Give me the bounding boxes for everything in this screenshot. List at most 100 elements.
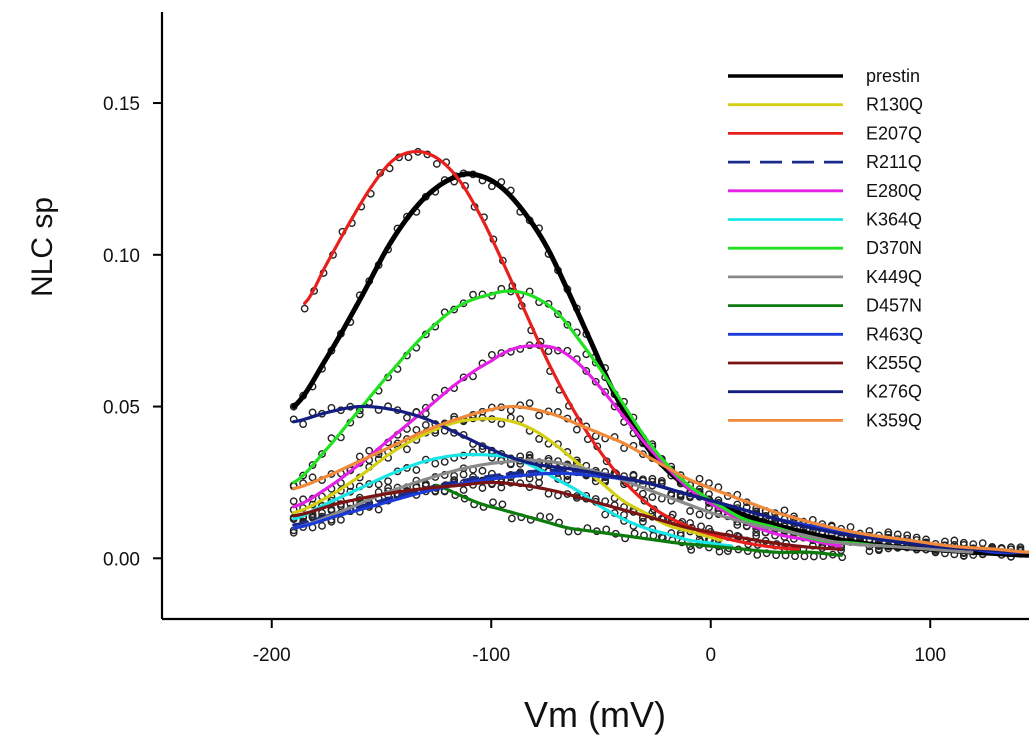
y-tick-label: 0.15 <box>103 94 140 115</box>
y-tick-label: 0.00 <box>103 549 140 570</box>
series-line-d457n <box>434 483 843 557</box>
data-point <box>469 290 477 299</box>
data-point <box>657 476 666 485</box>
data-point <box>525 451 534 459</box>
data-point <box>289 497 298 506</box>
data-point <box>289 528 298 537</box>
data-point <box>299 471 308 480</box>
x-tick-label: 100 <box>914 645 946 666</box>
data-point <box>846 523 855 531</box>
legend-label-e207q: E207Q <box>866 123 922 143</box>
data-point <box>507 514 516 523</box>
legend-label-r211q: R211Q <box>866 152 922 172</box>
data-point <box>978 539 987 548</box>
data-point <box>403 445 411 454</box>
legend-label-k364q: K364Q <box>866 210 922 230</box>
data-point <box>791 552 799 561</box>
data-point <box>365 446 374 455</box>
series-line-k359q <box>292 404 1029 554</box>
y-tick-label: 0.10 <box>103 246 140 267</box>
x-axis-title: Vm (mV) <box>524 694 666 735</box>
y-axis-title: NLC sp <box>26 197 59 297</box>
x-tick-label: 0 <box>705 645 716 666</box>
data-point <box>545 513 554 521</box>
data-point <box>459 486 468 494</box>
legend-label-k255q: K255Q <box>866 353 922 373</box>
data-point <box>572 425 581 434</box>
fit-lines <box>291 149 1029 558</box>
data-point <box>535 478 543 487</box>
data-point <box>478 484 487 492</box>
data-point <box>487 351 496 359</box>
data-point <box>403 413 411 422</box>
data-point <box>421 421 430 429</box>
x-tick-label: -100 <box>472 645 510 666</box>
data-point <box>336 515 345 524</box>
data-point <box>950 536 959 545</box>
data-point <box>300 304 309 313</box>
data-point <box>432 160 441 168</box>
data-point <box>686 507 694 515</box>
x-tick-label: -200 <box>253 645 291 666</box>
data-point <box>498 500 507 509</box>
data-point <box>563 320 572 329</box>
x-axis-ticks: -200 -100 0 100 <box>253 619 946 666</box>
legend: prestin R130Q E207Q R211Q E280Q K364Q D370N K44… <box>728 66 923 430</box>
data-point <box>459 470 468 479</box>
data-point <box>687 546 696 554</box>
data-point <box>893 530 902 539</box>
series-line-k255q <box>292 480 842 551</box>
data-point <box>800 552 809 561</box>
data-point <box>404 153 413 162</box>
legend-label-r463q: R463Q <box>866 324 923 344</box>
data-point <box>884 528 893 537</box>
series-line-k276q <box>292 404 1029 554</box>
data-point <box>489 498 497 507</box>
data-point <box>525 399 534 408</box>
data-point <box>516 415 525 424</box>
data-point <box>497 419 506 428</box>
legend-label-k449q: K449Q <box>866 267 922 287</box>
series-line-e207q <box>303 149 801 551</box>
plot-area <box>289 147 1029 562</box>
legend-label-prestin: prestin <box>866 66 920 86</box>
data-point <box>695 510 704 519</box>
data-point <box>640 496 649 505</box>
legend-label-d370n: D370N <box>866 238 922 258</box>
data-point <box>478 466 487 475</box>
series-line-k449q <box>292 458 974 554</box>
data-point <box>318 521 326 530</box>
legend-label-e280q: E280Q <box>866 181 922 201</box>
data-point <box>865 547 874 556</box>
legend-label-d457n: D457N <box>866 296 922 316</box>
data-point <box>554 310 562 319</box>
legend-label-k359q: K359Q <box>866 410 922 430</box>
y-axis-ticks: 0.00 0.05 0.10 0.15 <box>103 94 162 570</box>
data-point <box>639 517 647 526</box>
legend-label-r130q: R130Q <box>866 95 923 115</box>
data-point <box>582 367 591 375</box>
data-point <box>601 510 610 519</box>
data-point <box>780 506 789 515</box>
data-point <box>639 489 647 498</box>
data-point <box>308 461 317 469</box>
data-point <box>318 450 326 458</box>
series-line-d370n <box>292 289 888 548</box>
data-point <box>450 471 459 480</box>
legend-label-k276q: K276Q <box>866 382 922 402</box>
data-point <box>544 347 553 356</box>
data-point <box>374 505 383 514</box>
data-point <box>591 377 600 386</box>
data-point <box>431 459 440 468</box>
data-point <box>440 457 449 466</box>
y-tick-label: 0.05 <box>103 398 140 419</box>
data-point <box>535 411 543 420</box>
data-point <box>308 473 317 482</box>
data-point <box>648 493 657 501</box>
data-point <box>695 474 704 483</box>
data-point <box>648 474 657 483</box>
data-point <box>753 550 762 559</box>
data-point <box>412 466 421 474</box>
